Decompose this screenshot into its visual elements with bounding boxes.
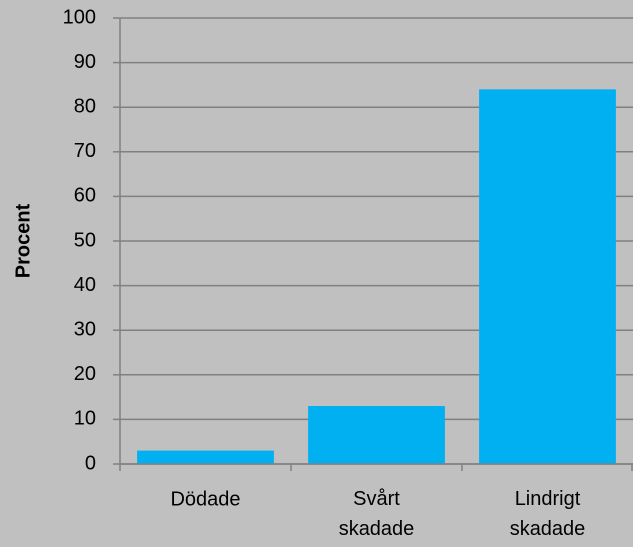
y-tick-label: 90 bbox=[74, 51, 96, 73]
x-tick-label-line: Lindrigt bbox=[515, 488, 581, 510]
bar bbox=[308, 406, 445, 464]
x-tick-label: Svårt skadade bbox=[339, 488, 415, 540]
bar bbox=[479, 89, 616, 465]
y-tick-label: 60 bbox=[74, 185, 96, 207]
x-tick-label-line: skadade bbox=[339, 518, 415, 540]
y-tick-label: 100 bbox=[63, 6, 96, 28]
y-tick-label: 20 bbox=[74, 363, 96, 385]
y-tick-label: 50 bbox=[74, 229, 96, 251]
bar bbox=[137, 450, 274, 464]
y-tick-label: 10 bbox=[74, 408, 96, 430]
x-tick-label-line: skadade bbox=[510, 518, 586, 540]
y-tick-label: 40 bbox=[74, 274, 96, 296]
y-tick-label: 0 bbox=[85, 452, 96, 474]
y-axis-label: Procent bbox=[12, 203, 34, 278]
y-tick-label: 70 bbox=[74, 140, 96, 162]
y-tick-label: 80 bbox=[74, 95, 96, 117]
y-tick-label: 30 bbox=[74, 318, 96, 340]
x-tick-label: Lindrigt skadade bbox=[510, 488, 586, 540]
x-tick-label-line: Svårt bbox=[353, 488, 400, 510]
x-tick-label: Dödade bbox=[170, 488, 240, 510]
